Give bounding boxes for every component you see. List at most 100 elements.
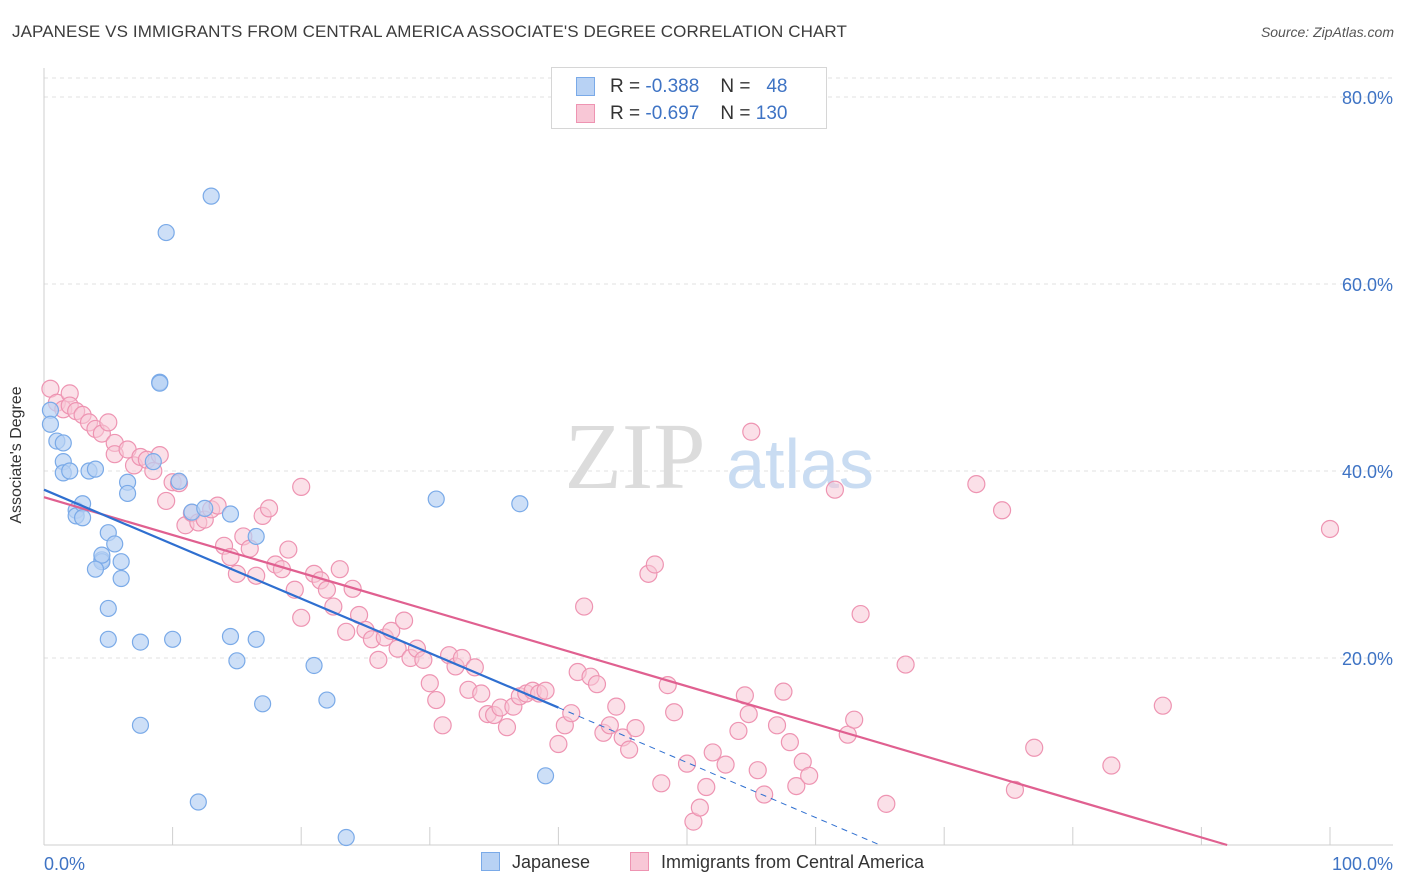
data-point-japanese — [511, 495, 529, 513]
data-point-japanese — [189, 793, 207, 811]
data-point-immigrants — [1320, 519, 1340, 539]
trend-line-immigrants — [43, 496, 1228, 847]
chart-title: JAPANESE VS IMMIGRANTS FROM CENTRAL AMER… — [12, 22, 847, 41]
data-point-immigrants — [787, 776, 806, 796]
x-tick-label: 100.0% — [1332, 854, 1393, 874]
data-point-immigrants — [279, 540, 298, 559]
data-point-immigrants — [652, 774, 671, 793]
data-point-japanese — [99, 599, 117, 618]
data-point-japanese — [427, 490, 445, 508]
data-point-immigrants — [665, 703, 684, 722]
data-point-immigrants — [433, 716, 452, 735]
data-point-japanese — [318, 691, 336, 709]
legend-r-label-1: R = — [610, 76, 641, 97]
data-point-japanese — [151, 374, 169, 392]
gridlines — [44, 77, 1393, 659]
data-point-immigrants — [1025, 738, 1044, 757]
data-point-japanese — [144, 453, 162, 471]
data-point-japanese — [221, 505, 240, 523]
data-point-immigrants — [992, 501, 1012, 520]
data-point-japanese — [61, 462, 79, 480]
data-point-japanese — [41, 415, 60, 433]
data-point-immigrants — [465, 658, 484, 677]
data-point-japanese — [247, 527, 265, 546]
data-point-japanese — [202, 187, 220, 205]
trend-line-japanese — [43, 488, 559, 709]
legend-n-label-2: N = — [720, 103, 751, 124]
data-point-immigrants — [645, 555, 664, 574]
bottom-legend-swatch-immigrants — [630, 852, 649, 871]
bottom-legend-label-immigrants: Immigrants from Central America — [661, 852, 925, 872]
data-point-immigrants — [575, 597, 594, 616]
data-point-immigrants — [587, 675, 607, 694]
data-point-japanese — [221, 627, 240, 646]
data-point-immigrants — [292, 477, 311, 496]
data-point-japanese — [157, 223, 175, 242]
data-point-immigrants — [259, 499, 279, 518]
data-point-immigrants — [742, 422, 761, 441]
legend-r-label-2: R = — [610, 103, 641, 124]
y-tick-label: 80.0% — [1342, 88, 1393, 108]
data-point-japanese — [54, 434, 72, 452]
data-point-immigrants — [896, 655, 915, 674]
data-point-immigrants — [626, 719, 645, 738]
correlation-legend: R = -0.388 N = 48 R = -0.697 N = 130 — [551, 67, 827, 129]
data-point-immigrants — [497, 718, 517, 737]
y-axis-label: Associate's Degree — [8, 386, 25, 524]
bottom-legend-immigrants: Immigrants from Central America — [630, 852, 924, 873]
data-point-immigrants — [851, 604, 870, 624]
data-point-immigrants — [729, 721, 748, 741]
data-point-immigrants — [600, 716, 619, 735]
trend-lines — [43, 488, 1228, 847]
series-japanese — [41, 187, 555, 847]
data-point-japanese — [164, 630, 182, 648]
data-point-immigrants — [317, 580, 337, 599]
data-point-immigrants — [1153, 696, 1172, 715]
data-point-immigrants — [549, 734, 568, 754]
data-point-immigrants — [292, 608, 311, 627]
data-point-immigrants — [690, 798, 709, 817]
data-point-immigrants — [877, 794, 896, 813]
bottom-legend-swatch-japanese — [481, 852, 500, 871]
data-point-japanese — [228, 652, 246, 670]
tick-labels: 20.0% 40.0% 60.0% 80.0% 0.0% 100.0% — [44, 88, 1393, 874]
legend-n-label-1: N = — [720, 76, 751, 97]
data-point-immigrants — [420, 674, 439, 693]
y-tick-label: 40.0% — [1342, 462, 1393, 482]
data-point-japanese — [112, 569, 130, 588]
data-point-immigrants — [800, 766, 819, 785]
data-point-japanese — [131, 633, 150, 651]
data-point-immigrants — [620, 740, 639, 759]
y-tick-label: 20.0% — [1342, 649, 1393, 669]
data-point-immigrants — [716, 755, 735, 774]
data-point-japanese — [536, 767, 555, 785]
data-point-immigrants — [755, 785, 774, 804]
data-point-immigrants — [767, 716, 787, 735]
data-point-immigrants — [369, 650, 388, 669]
data-point-japanese — [247, 630, 265, 648]
data-point-immigrants — [697, 777, 716, 797]
data-point-japanese — [112, 553, 130, 571]
data-point-immigrants — [1005, 780, 1025, 799]
data-point-japanese — [86, 460, 105, 478]
bottom-legend-japanese: Japanese — [481, 852, 590, 873]
legend-n-value-1: 48 — [766, 76, 788, 97]
data-point-immigrants — [427, 690, 446, 710]
bottom-legend-label-japanese: Japanese — [512, 852, 591, 872]
trend-line-japanese-extrapolated — [558, 707, 881, 846]
data-point-immigrants — [838, 725, 857, 744]
data-point-japanese — [99, 630, 117, 648]
axes — [43, 68, 1393, 846]
data-point-japanese — [106, 535, 124, 553]
data-point-immigrants — [748, 761, 767, 780]
legend-r-value-2: -0.697 — [645, 103, 700, 124]
legend-swatch-immigrants — [576, 104, 595, 123]
x-tick-label: 0.0% — [44, 854, 85, 874]
y-tick-label: 60.0% — [1342, 275, 1393, 295]
data-point-immigrants — [99, 413, 118, 432]
data-point-japanese — [93, 546, 111, 564]
data-point-immigrants — [677, 754, 697, 773]
legend-r-value-1: -0.388 — [645, 76, 700, 97]
data-point-immigrants — [1102, 756, 1121, 775]
